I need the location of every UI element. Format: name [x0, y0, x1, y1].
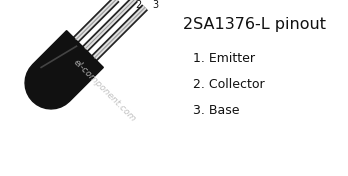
Text: 3. Base: 3. Base: [193, 103, 239, 117]
Text: 3: 3: [152, 0, 158, 10]
Text: 2: 2: [135, 0, 141, 10]
Polygon shape: [25, 31, 103, 109]
Text: 1: 1: [122, 0, 128, 1]
Text: 2SA1376-L pinout: 2SA1376-L pinout: [183, 17, 326, 32]
Text: 2. Collector: 2. Collector: [193, 77, 264, 90]
Text: el-component.com: el-component.com: [72, 58, 138, 124]
Text: 1. Emitter: 1. Emitter: [193, 52, 255, 64]
